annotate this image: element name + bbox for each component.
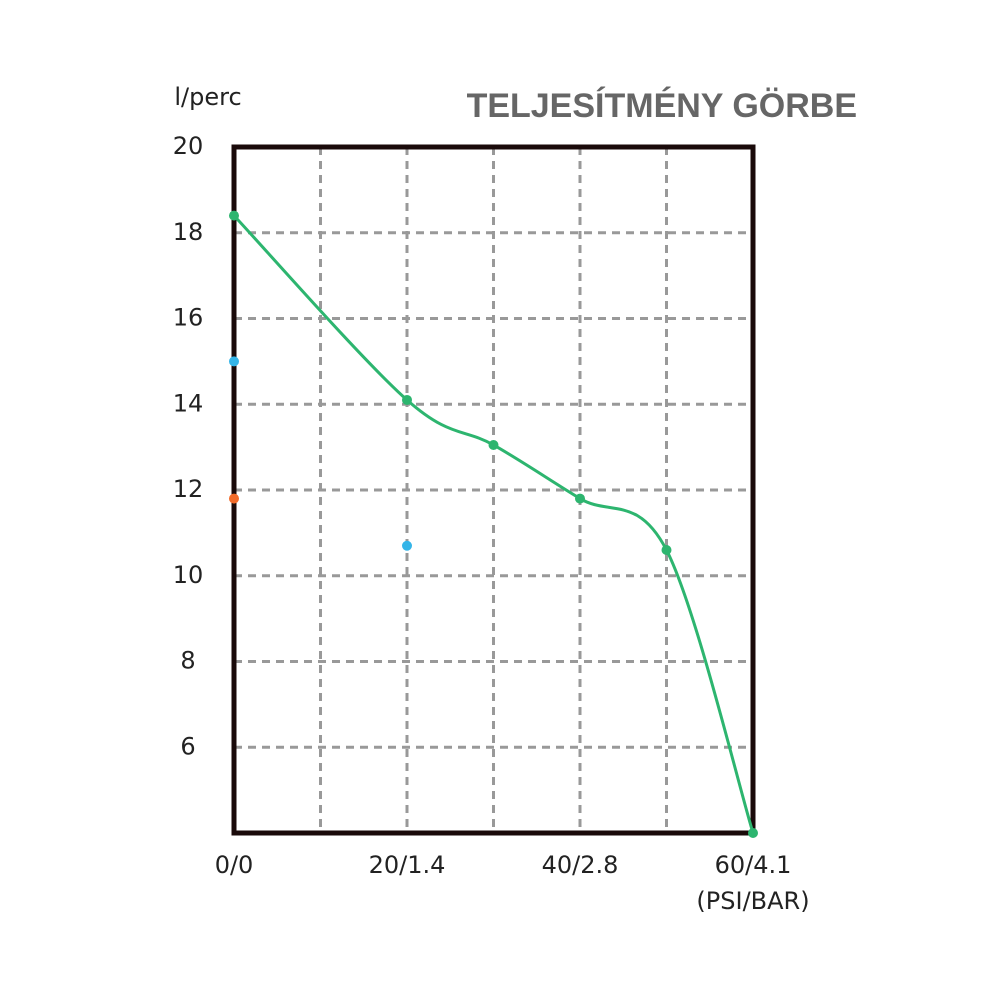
point <box>402 540 412 551</box>
chart-title: TELJESÍTMÉNY GÖRBE <box>467 87 857 125</box>
point <box>661 545 672 556</box>
y-tick-label: 10 <box>173 561 204 589</box>
x-tick-label: 20/1.4 <box>369 851 446 879</box>
x-tick-label: 40/2.8 <box>542 851 619 879</box>
y-tick-label: 14 <box>173 389 204 417</box>
plot-frame <box>231 144 756 836</box>
y-tick-label: 16 <box>173 304 204 332</box>
point <box>402 394 412 405</box>
y-axis-label: l/perc <box>174 83 241 111</box>
point <box>229 356 239 367</box>
point <box>748 828 758 838</box>
point <box>229 493 239 504</box>
y-tick-label: 20 <box>173 132 204 160</box>
x-tick-label: 0/0 <box>215 851 254 879</box>
y-tick-label: 8 <box>180 647 195 675</box>
point <box>575 493 585 504</box>
y-tick-label: 18 <box>173 218 204 246</box>
point <box>488 439 499 450</box>
x-axis-label: (PSI/BAR) <box>696 887 809 915</box>
x-tick-label: 60/4.1 <box>715 851 792 879</box>
line <box>232 214 755 834</box>
point <box>229 210 239 221</box>
y-tick-label: 6 <box>180 732 195 760</box>
y-tick-label: 12 <box>173 475 204 503</box>
